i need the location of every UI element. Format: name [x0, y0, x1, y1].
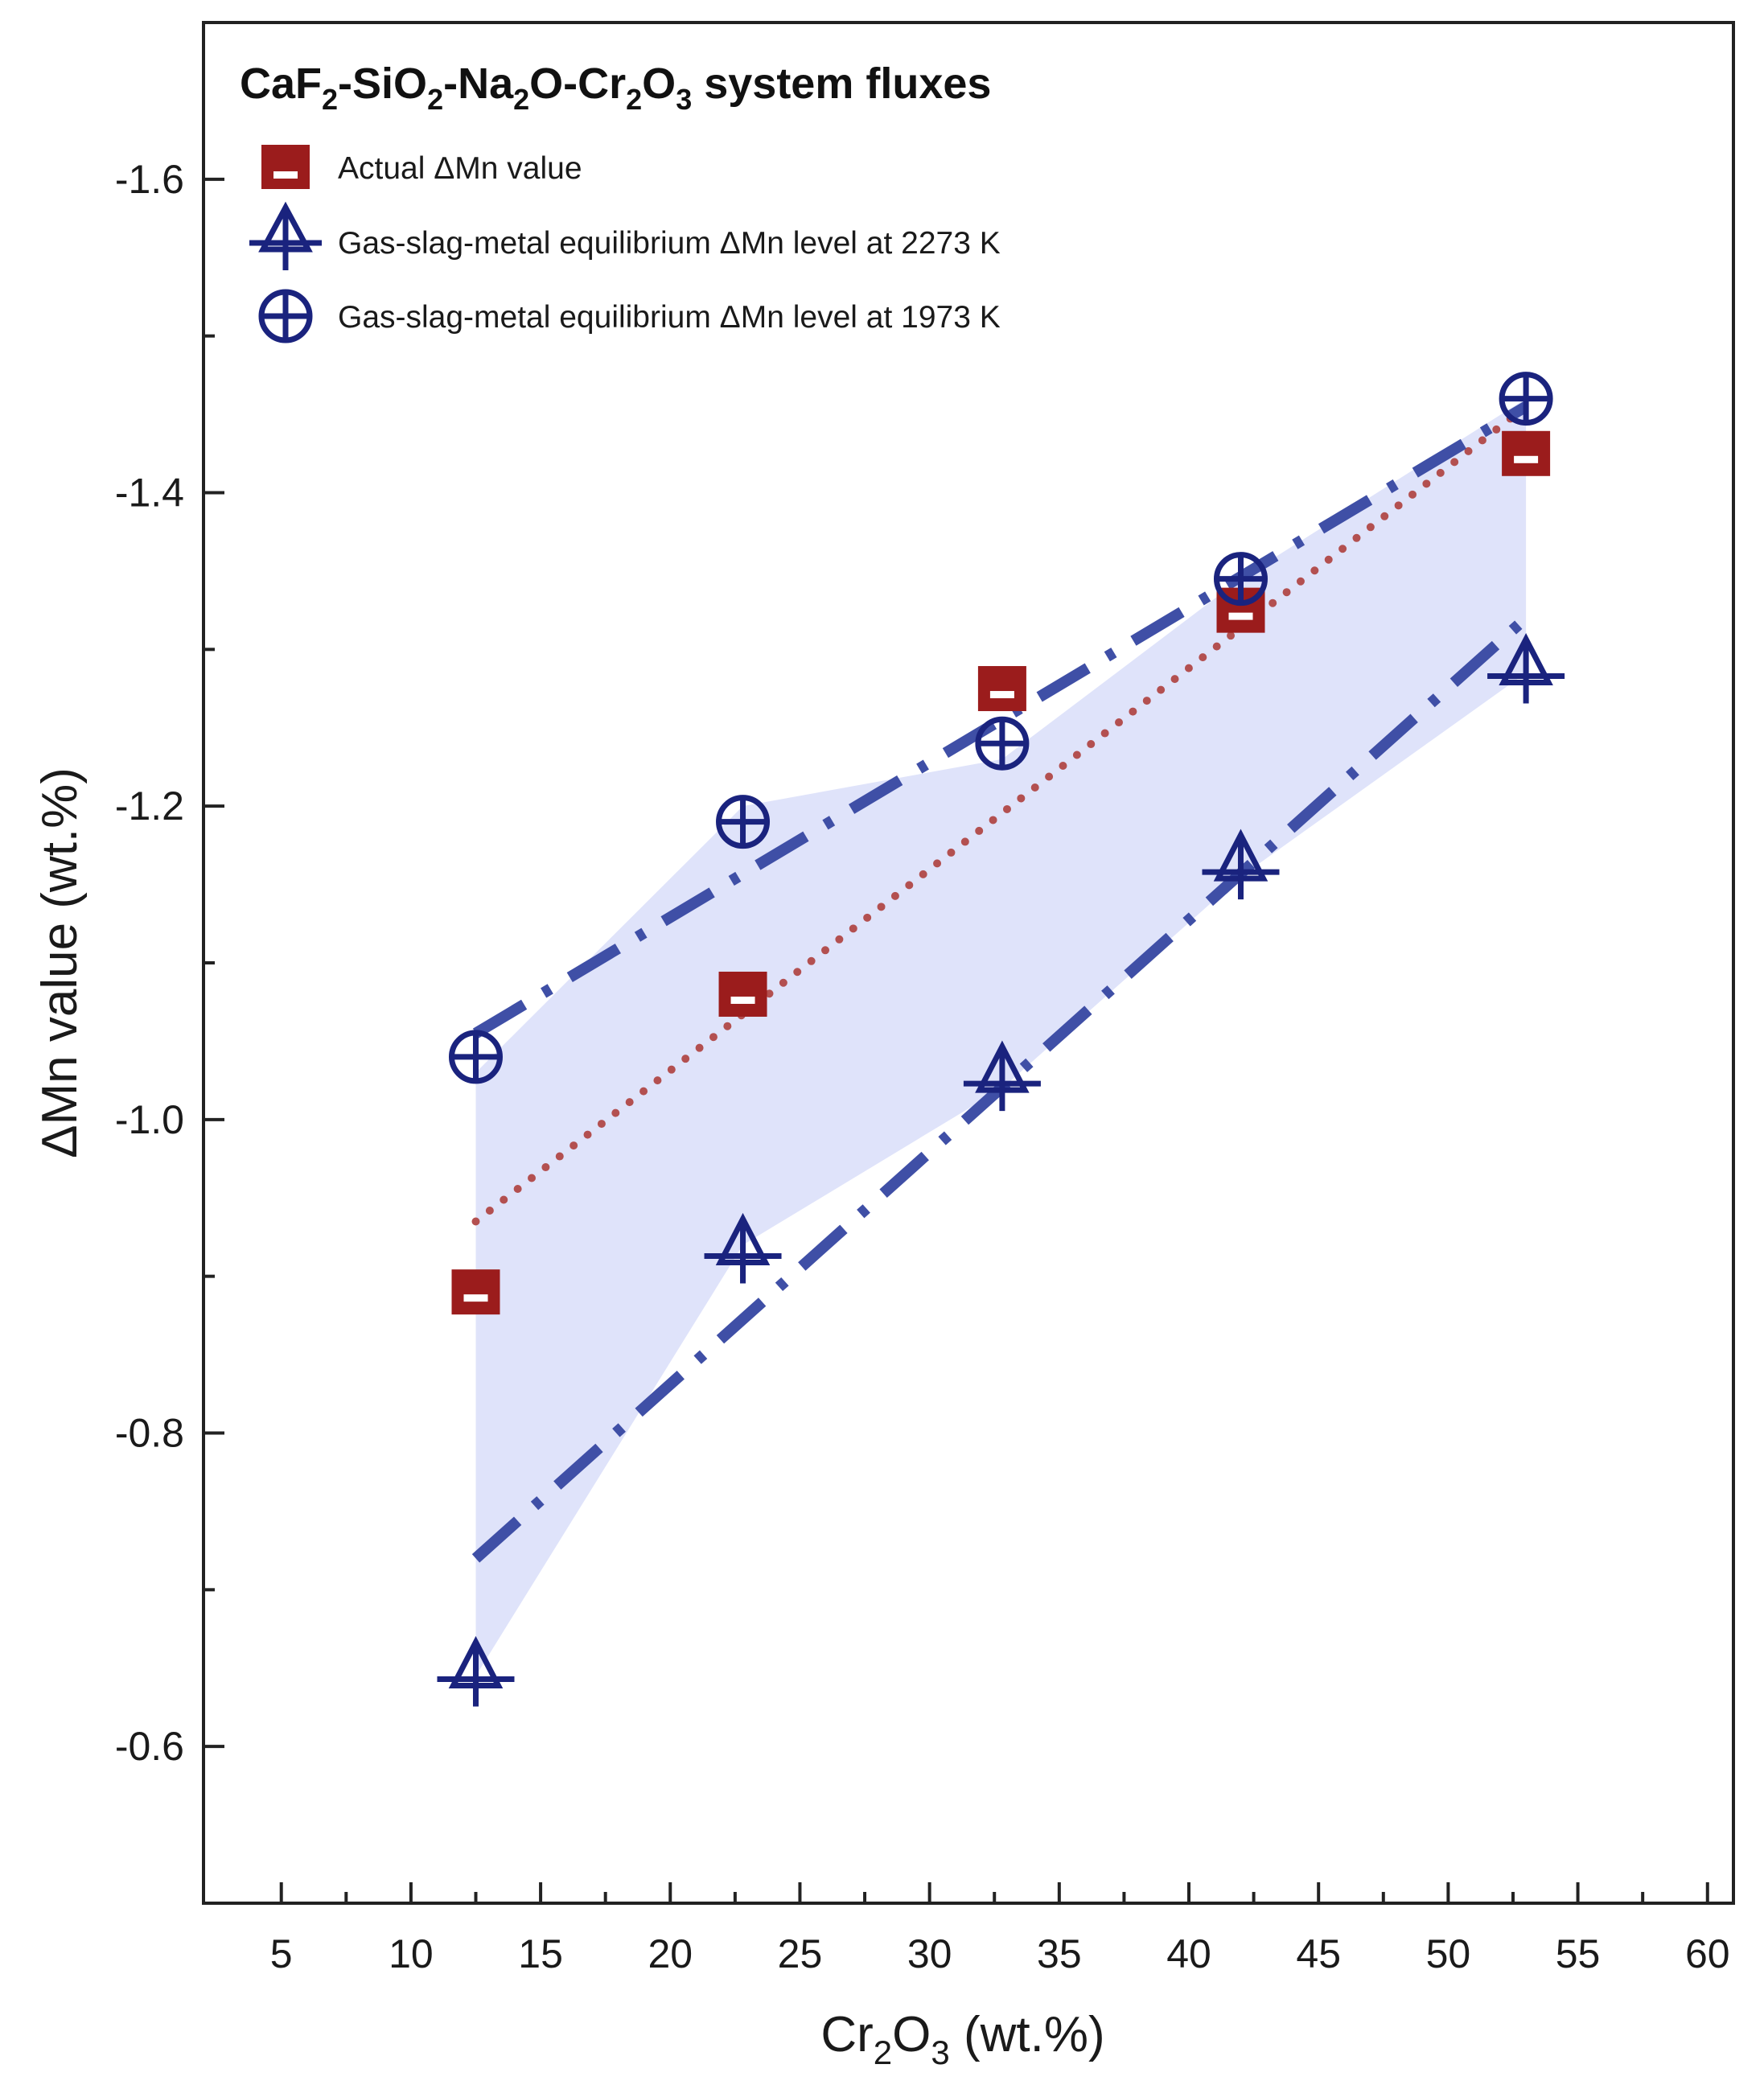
- x-tick-label: 20: [648, 1931, 693, 1976]
- marker-triangle-cross-2: [963, 1040, 1041, 1112]
- square-bar: [1514, 455, 1539, 463]
- x-tick-label: 60: [1685, 1931, 1730, 1976]
- y-axis-title: ΔMn value (wt.%): [32, 767, 88, 1158]
- square-bar: [989, 691, 1014, 699]
- x-tick-label: 15: [518, 1931, 563, 1976]
- legend: Actual ΔMn value Gas-slag-metal equilibr…: [249, 145, 1001, 343]
- x-tick-label: 50: [1426, 1931, 1471, 1976]
- marker-circle-cross-1: [716, 795, 771, 849]
- y-tick-label: -0.6: [115, 1724, 184, 1769]
- marker-circle-cross-0: [448, 1030, 503, 1084]
- marker-triangle-cross-4: [1487, 632, 1565, 704]
- ticks-layer: 5 10 15 20 25 30 35 40 45 50 55 60 -0.6 -0.8 -1.0 -1.2 -…: [115, 21, 1730, 1976]
- marker-circle-cross-3: [1213, 552, 1268, 607]
- legend-circle-marker: [258, 289, 313, 343]
- legend-label-1973k: Gas-slag-metal equilibrium ΔMn level at …: [338, 300, 1001, 335]
- y-tick-label: -0.8: [115, 1411, 184, 1456]
- marker-circle-cross-2: [975, 716, 1030, 771]
- marker-square-4: [1502, 430, 1551, 476]
- marker-circle-cross-4: [1499, 372, 1553, 426]
- legend-label-actual: Actual ΔMn value: [338, 151, 582, 186]
- x-axis-title: Cr2O3 (wt.%): [820, 2007, 1104, 2071]
- x-tick-label: 30: [907, 1931, 952, 1976]
- legend-square-marker: [261, 145, 310, 189]
- marker-square-0: [451, 1269, 500, 1315]
- square-bar: [730, 996, 755, 1004]
- square-bar: [463, 1294, 488, 1302]
- shaded-band: [475, 398, 1527, 1676]
- square-bar: [1228, 612, 1253, 620]
- fit-line-series-2: [472, 401, 1529, 1038]
- y-tick-label: -1.2: [115, 783, 184, 829]
- x-tick-label: 5: [270, 1931, 293, 1976]
- y-tick-label: -1.4: [115, 471, 184, 516]
- y-tick-label: -1.6: [115, 157, 184, 202]
- marker-triangle-cross-1: [704, 1212, 782, 1284]
- marker-triangle-cross-0: [437, 1635, 515, 1707]
- square-body: [451, 1269, 500, 1315]
- marker-triangle-cross-3: [1202, 829, 1280, 900]
- square-body: [1502, 430, 1551, 476]
- marker-square-1: [718, 971, 767, 1017]
- chart-title: CaF2-SiO2-Na2O-Cr2O3 system fluxes: [240, 60, 991, 116]
- markers-layer: [437, 372, 1565, 1707]
- x-tick-label: 40: [1166, 1931, 1211, 1976]
- y-tick-label: -1.0: [115, 1097, 184, 1142]
- x-tick-label: 55: [1556, 1931, 1601, 1976]
- marker-square-2: [977, 666, 1026, 712]
- x-tick-label: 10: [389, 1931, 434, 1976]
- x-tick-label: 35: [1037, 1931, 1082, 1976]
- shaded-band-layer: [475, 398, 1527, 1676]
- x-tick-label: 25: [778, 1931, 823, 1976]
- square-body: [718, 971, 767, 1017]
- x-tick-label: 45: [1296, 1931, 1341, 1976]
- square-body: [977, 666, 1026, 712]
- legend-triangle-marker: [249, 201, 322, 270]
- legend-label-2273k: Gas-slag-metal equilibrium ΔMn level at …: [338, 226, 1001, 261]
